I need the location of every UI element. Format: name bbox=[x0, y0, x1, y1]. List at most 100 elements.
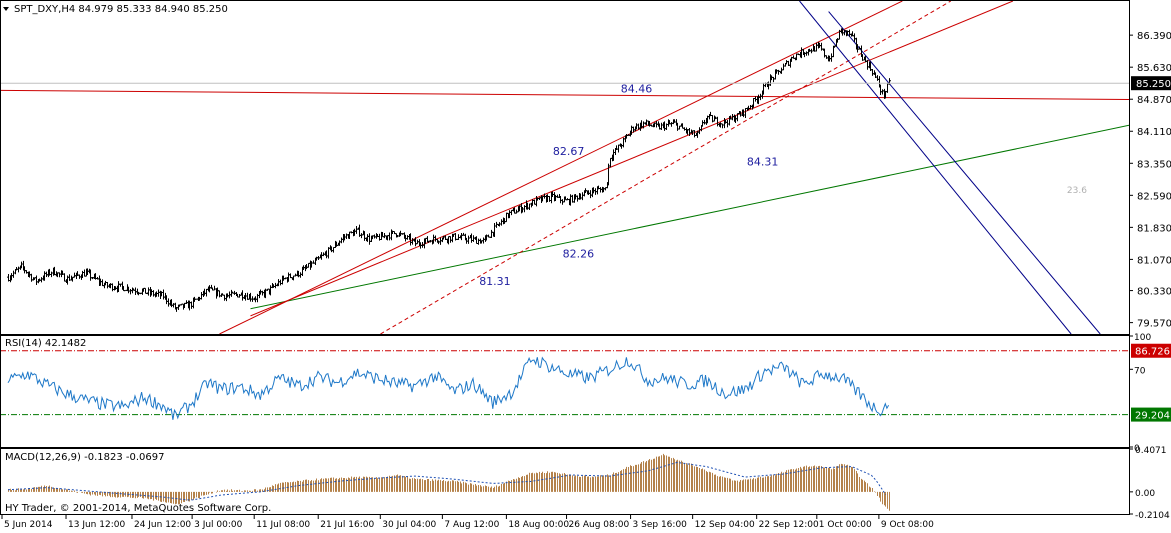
ohlc-bar bbox=[167, 298, 170, 307]
price-annotation: 82.67 bbox=[553, 145, 585, 158]
ohlc-bar bbox=[388, 232, 391, 241]
macd-tick-label: -0.2104 bbox=[1135, 511, 1170, 521]
ohlc-bar bbox=[701, 120, 704, 127]
time-tick-label: 13 Jun 12:00 bbox=[68, 520, 125, 530]
ohlc-bar bbox=[218, 290, 221, 298]
ohlc-bar bbox=[871, 68, 874, 76]
ohlc-bar bbox=[693, 130, 696, 138]
ohlc-bar bbox=[581, 192, 584, 201]
price-tick-label: 86.390 bbox=[1137, 31, 1171, 42]
trendline bbox=[219, 1, 903, 334]
ohlc-bar bbox=[12, 270, 15, 278]
ohlc-bar bbox=[233, 290, 236, 295]
macd-panel bbox=[7, 453, 890, 511]
time-tick-label: 12 Sep 04:00 bbox=[695, 520, 755, 530]
ohlc-bar bbox=[279, 279, 282, 286]
ohlc-bar bbox=[340, 237, 343, 244]
current-price-label: 85.250 bbox=[1136, 79, 1171, 90]
trendline bbox=[828, 11, 1101, 334]
ohlc-bar bbox=[703, 119, 706, 125]
ohlc-bar bbox=[307, 262, 310, 268]
rsi-tick-label: 100 bbox=[1134, 333, 1151, 343]
rsi-tick-label: 70 bbox=[1134, 366, 1146, 376]
ohlc-bar bbox=[876, 75, 879, 81]
ohlc-bar bbox=[277, 279, 280, 287]
price-clipped bbox=[1, 1, 1129, 334]
ohlc-bar bbox=[147, 287, 150, 296]
ohlc-bar bbox=[30, 273, 33, 282]
ohlc-bar bbox=[238, 294, 241, 298]
rsi-clipped bbox=[1, 350, 1129, 420]
price-tick-label: 82.590 bbox=[1137, 191, 1171, 202]
price-tick-label: 83.350 bbox=[1137, 159, 1171, 170]
ohlc-bar bbox=[35, 275, 38, 285]
price-annotation: 84.46 bbox=[621, 82, 653, 95]
price-annotation: 84.31 bbox=[747, 155, 779, 168]
ohlc-bar bbox=[805, 51, 808, 56]
time-tick-label: 21 Jul 16:00 bbox=[320, 520, 374, 530]
ohlc-bar bbox=[327, 247, 330, 259]
ohlc-bar bbox=[879, 84, 882, 95]
rsi-line bbox=[7, 356, 890, 420]
ohlc-bar bbox=[299, 272, 302, 278]
time-tick-label: 11 Jul 08:00 bbox=[256, 520, 310, 530]
ohlc-bar bbox=[467, 235, 470, 244]
time-tick-label: 18 Aug 00:00 bbox=[508, 520, 569, 530]
copyright-footer: HY Trader, © 2001-2014, MetaQuotes Softw… bbox=[5, 503, 271, 514]
ohlc-bar bbox=[609, 157, 612, 168]
ohlc-bar bbox=[190, 301, 193, 309]
time-tick-label: 3 Jul 00:00 bbox=[194, 520, 243, 530]
macd-tick-label: 0.4071 bbox=[1135, 446, 1167, 456]
ohlc-bar bbox=[785, 60, 788, 65]
ohlc-bar bbox=[40, 277, 43, 283]
ohlc-bar bbox=[111, 283, 114, 292]
price-tick-label: 81.830 bbox=[1137, 223, 1171, 234]
price-annotation: 81.31 bbox=[479, 275, 511, 288]
ohlc-bar bbox=[152, 290, 155, 297]
ohlc-bar bbox=[73, 272, 76, 278]
ohlc-bar bbox=[101, 279, 104, 287]
price-annotation: 23.6 bbox=[1067, 186, 1087, 196]
ohlc-bar bbox=[223, 294, 226, 301]
ohlc-bar bbox=[683, 127, 686, 131]
time-tick-label: 30 Jul 04:00 bbox=[382, 520, 436, 530]
ohlc-bar bbox=[772, 76, 775, 83]
ohlc-bar bbox=[129, 289, 132, 295]
ohlc-bar bbox=[63, 273, 66, 282]
ohlc-bar bbox=[495, 221, 498, 228]
ohlc-bar bbox=[406, 235, 409, 240]
ohlc-bar bbox=[505, 212, 508, 223]
rsi-level-label: 29.204 bbox=[1135, 411, 1170, 422]
price-tick-label: 84.110 bbox=[1137, 127, 1171, 138]
ohlc-bar bbox=[58, 272, 61, 278]
ohlc-bar bbox=[205, 288, 208, 297]
time-tick-label: 24 Jun 12:00 bbox=[134, 520, 191, 530]
ohlc-bar bbox=[345, 233, 348, 240]
ohlc-bar bbox=[782, 63, 785, 71]
time-tick-label: 5 Jun 2014 bbox=[4, 520, 53, 530]
ohlc-bar bbox=[510, 209, 513, 216]
ohlc-bar bbox=[830, 53, 833, 62]
macd-signal-line bbox=[7, 461, 887, 501]
trendline bbox=[380, 1, 952, 334]
ohlc-bar bbox=[780, 67, 783, 74]
ohlc-bar bbox=[881, 89, 884, 95]
ohlc-bar bbox=[17, 266, 20, 273]
ohlc-bar bbox=[162, 289, 165, 300]
trendline bbox=[250, 124, 1129, 310]
rsi-title: RSI(14) 42.1482 bbox=[5, 338, 86, 349]
time-tick-label: 3 Sep 16:00 bbox=[633, 520, 688, 530]
price-panel-frame bbox=[0, 0, 1130, 335]
time-tick-label: 22 Sep 12:00 bbox=[759, 520, 819, 530]
current-price-box bbox=[1131, 76, 1171, 91]
macd-panel-frame bbox=[0, 448, 1130, 515]
ohlc-bar bbox=[449, 236, 452, 243]
rsi-panel-frame bbox=[0, 335, 1130, 448]
ohlc-bar bbox=[617, 144, 620, 153]
dropdown-arrow-icon[interactable] bbox=[3, 7, 9, 11]
price-panel: 84.46 82.67 84.31 82.26 81.31 23.6 bbox=[1, 1, 1129, 334]
ohlc-bar bbox=[815, 42, 818, 52]
ohlc-bar bbox=[716, 116, 719, 127]
